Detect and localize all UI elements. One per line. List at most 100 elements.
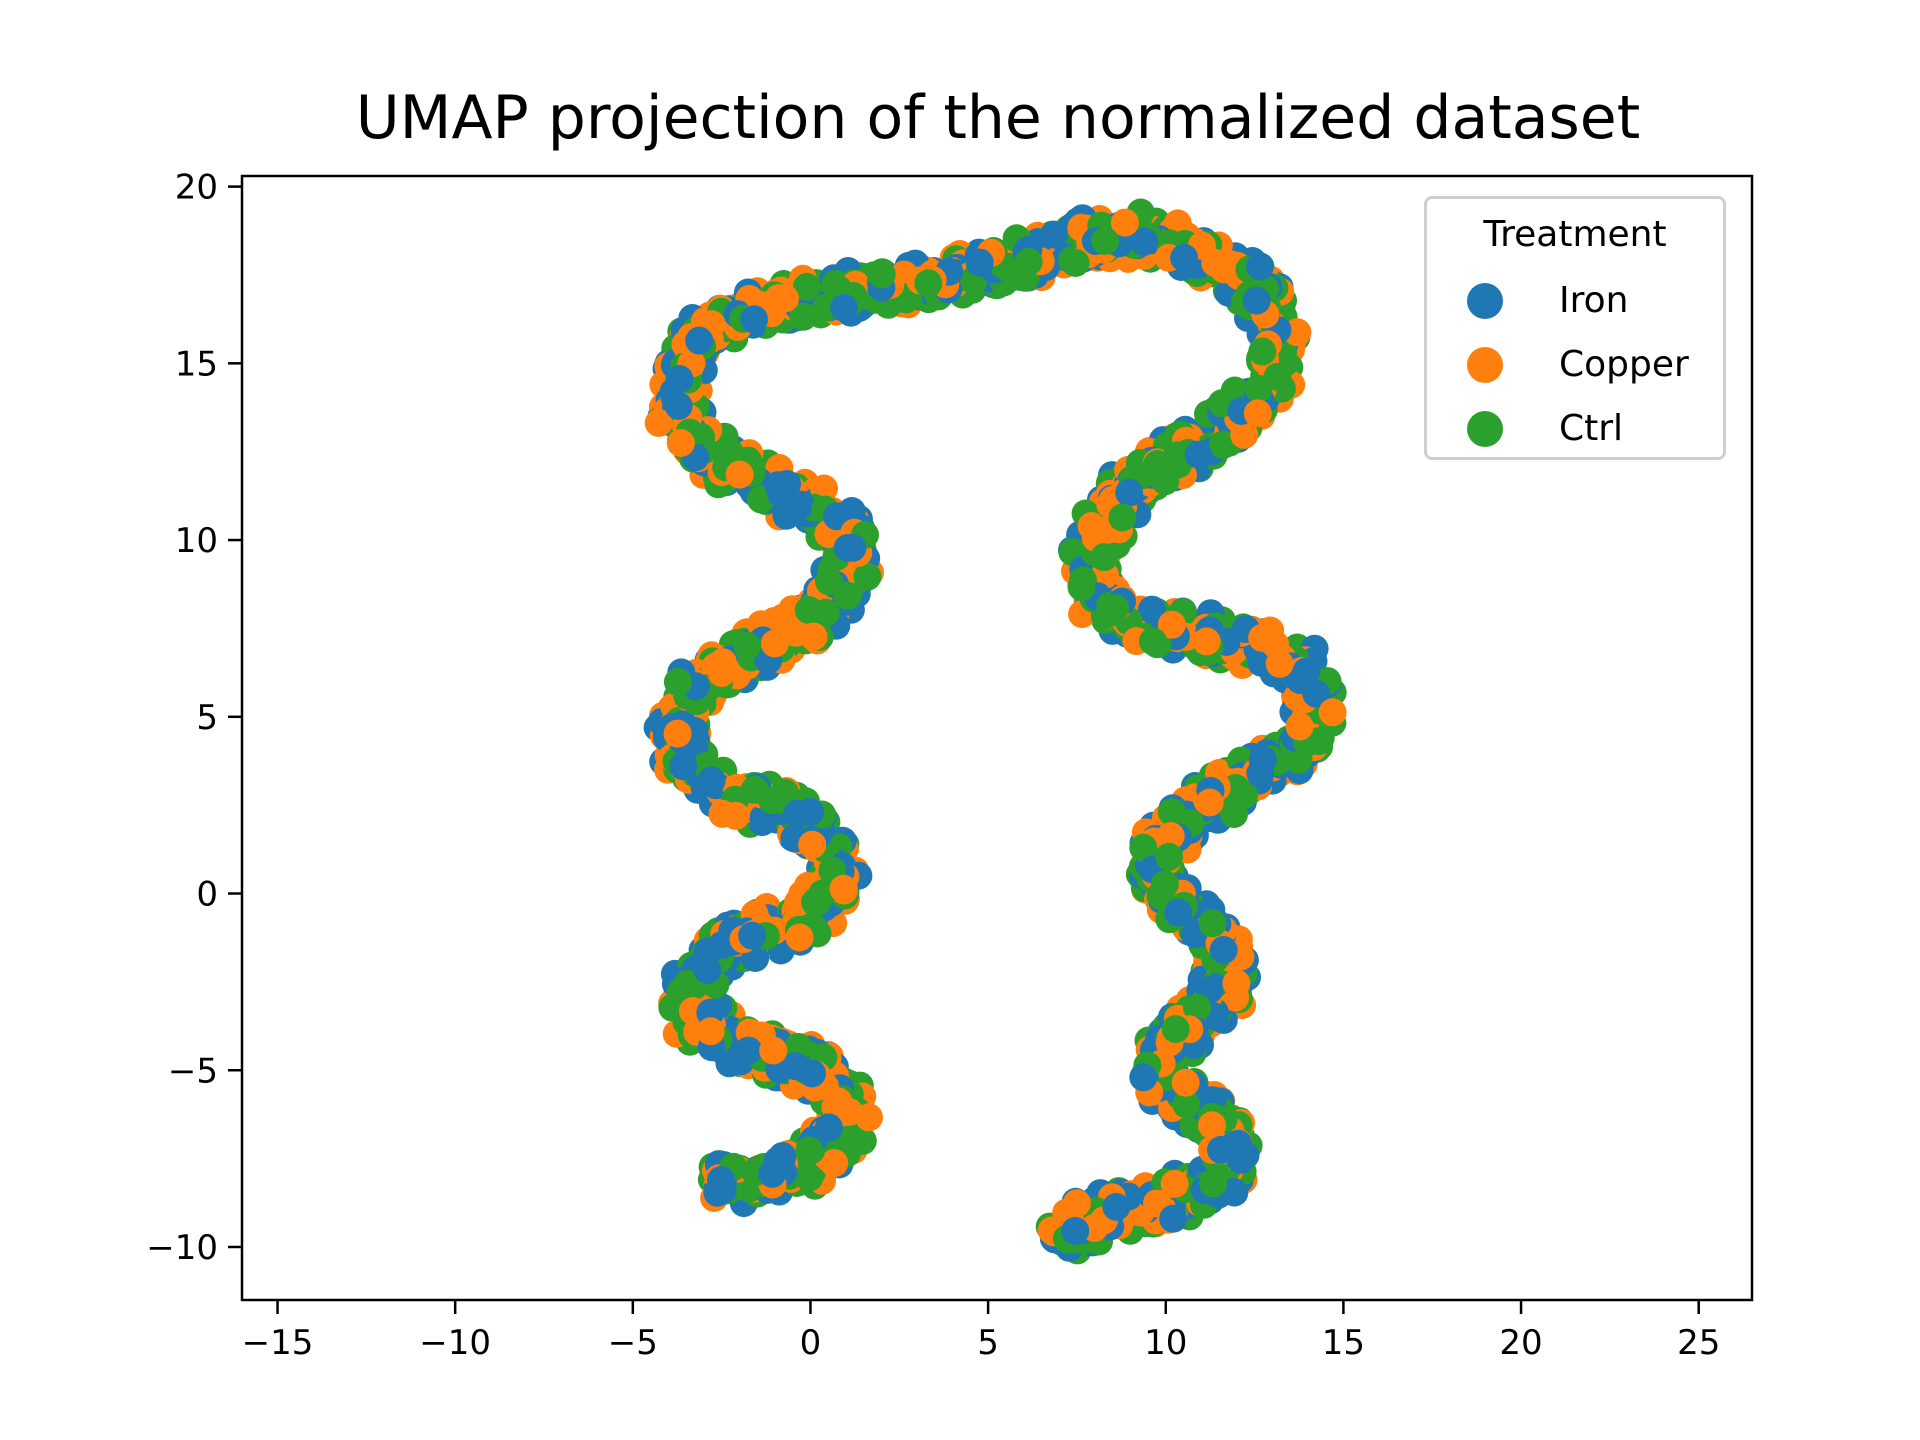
scatter-point: [1183, 993, 1211, 1022]
scatter-point: [1161, 1015, 1190, 1044]
x-axis: −15 −10 −5 0 5 10 15 20 25: [242, 1300, 1720, 1363]
legend-item-copper: Copper: [1427, 339, 1723, 389]
scatter-point: [1195, 788, 1224, 817]
scatter-point: [1201, 249, 1230, 277]
scatter-point: [814, 1113, 843, 1142]
x-tick-label: 25: [1677, 1323, 1720, 1363]
y-tick-label: 10: [175, 521, 218, 561]
scatter-point: [740, 305, 769, 334]
scatter-point: [792, 272, 821, 301]
scatter-point: [785, 923, 814, 952]
scatter-point: [696, 1017, 725, 1046]
scatter-point: [759, 1036, 788, 1065]
scatter-point: [664, 391, 693, 420]
scatter-point: [1101, 594, 1130, 623]
scatter-point: [1110, 208, 1139, 237]
scatter-point: [1229, 781, 1258, 809]
scatter-point: [1230, 420, 1259, 449]
legend-item-ctrl: Ctrl: [1427, 403, 1723, 453]
scatter-point: [738, 921, 767, 950]
scatter-point: [1159, 1204, 1188, 1233]
scatter-point: [1061, 249, 1090, 277]
legend-item-iron: Iron: [1427, 275, 1723, 325]
scatter-point: [1248, 745, 1277, 774]
x-tick-label: −5: [608, 1323, 658, 1363]
scatter-point: [669, 752, 698, 781]
legend-title: Treatment: [1483, 214, 1667, 255]
scatter-point: [773, 470, 801, 498]
scatter-point: [1172, 1090, 1201, 1119]
scatter-point: [706, 1166, 735, 1195]
scatter-point: [1242, 286, 1271, 315]
y-tick-label: −5: [168, 1051, 218, 1091]
y-tick-label: −10: [146, 1228, 218, 1268]
scatter-point: [707, 931, 736, 960]
x-tick-label: −10: [419, 1323, 491, 1363]
scatter-points: [643, 198, 1347, 1265]
scatter-point: [820, 1149, 849, 1178]
scatter-point: [1209, 936, 1238, 964]
scatter-point: [1184, 440, 1213, 469]
legend-marker-copper: [1467, 347, 1503, 383]
scatter-point: [1198, 1111, 1226, 1140]
scatter-point: [838, 533, 867, 562]
x-tick-label: 0: [800, 1323, 822, 1363]
legend: Treatment Iron Copper Ctrl: [1424, 196, 1726, 460]
legend-marker-ctrl: [1467, 411, 1503, 447]
scatter-point: [1129, 833, 1158, 862]
scatter-point: [1192, 627, 1221, 656]
legend-label-ctrl: Ctrl: [1559, 408, 1624, 449]
y-tick-label: 0: [196, 875, 218, 915]
scatter-point: [693, 956, 722, 984]
scatter-point: [1292, 657, 1321, 686]
scatter-point: [798, 1059, 826, 1088]
scatter-point: [1156, 822, 1185, 850]
scatter-point: [789, 302, 818, 331]
scatter-point: [1248, 337, 1277, 366]
scatter-point: [799, 622, 828, 651]
y-axis: −10 −5 0 5 10 15 20: [146, 168, 242, 1268]
scatter-point: [1039, 220, 1068, 249]
scatter-point: [1222, 969, 1251, 998]
scatter-point: [1304, 727, 1333, 756]
x-tick-label: 15: [1322, 1323, 1365, 1363]
scatter-point: [1129, 1063, 1158, 1092]
x-tick-label: −15: [242, 1323, 314, 1363]
scatter-point: [783, 799, 812, 828]
scatter-point: [1130, 227, 1159, 256]
legend-label-iron: Iron: [1559, 280, 1629, 321]
scatter-point: [1244, 374, 1273, 403]
scatter-point: [758, 786, 787, 815]
scatter-point: [707, 658, 736, 687]
scatter-point: [853, 562, 882, 591]
scatter-point: [1248, 623, 1277, 652]
y-tick-label: 15: [175, 344, 218, 384]
scatter-point: [1137, 595, 1166, 624]
scatter-point: [1208, 430, 1237, 459]
scatter-point: [1151, 870, 1179, 899]
scatter-point: [1102, 1192, 1131, 1221]
scatter-point: [1170, 243, 1199, 272]
scatter-point: [685, 326, 714, 355]
scatter-point: [795, 1136, 824, 1165]
scatter-point: [830, 293, 859, 322]
scatter-point: [666, 429, 695, 457]
scatter-point: [1198, 909, 1227, 938]
scatter-point: [1207, 1135, 1235, 1164]
scatter-point: [798, 830, 827, 859]
scatter-point: [663, 719, 692, 748]
x-tick-label: 10: [1144, 1323, 1187, 1363]
scatter-point: [1138, 627, 1167, 656]
scatter-point: [1171, 1068, 1200, 1097]
scatter-point: [1091, 226, 1119, 255]
scatter-point: [665, 365, 694, 393]
scatter-point: [1160, 1169, 1189, 1198]
scatter-point: [644, 408, 673, 437]
scatter-point: [663, 668, 692, 696]
scatter-point: [1243, 399, 1272, 428]
scatter-point: [1090, 543, 1119, 572]
scatter-point: [1157, 610, 1186, 639]
scatter-point: [1246, 252, 1274, 281]
scatter-point: [1155, 842, 1183, 871]
